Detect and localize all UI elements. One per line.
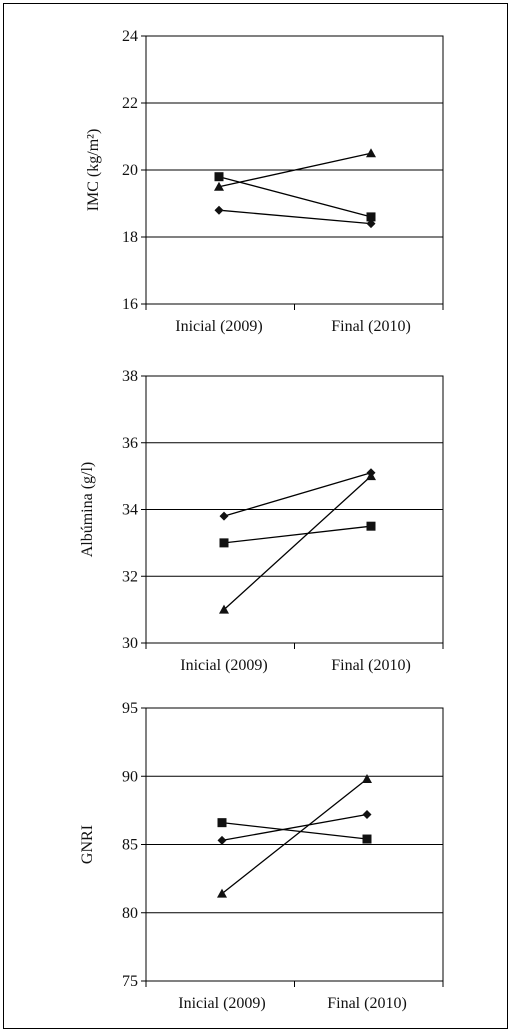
series-line-square bbox=[221, 822, 368, 840]
data-point-triangle bbox=[214, 181, 224, 191]
data-point-triangle bbox=[366, 471, 376, 481]
y-tick-label: 36 bbox=[122, 435, 138, 452]
x-tick-label: Final (2010) bbox=[327, 995, 407, 1012]
series-line-triangle bbox=[223, 475, 372, 611]
x-tick-label: Inicial (2009) bbox=[175, 318, 263, 335]
y-axis-label: IMC (kg/m²) bbox=[85, 129, 102, 212]
data-point-square bbox=[217, 818, 227, 828]
y-tick-label: 16 bbox=[122, 296, 138, 313]
data-point-diamond bbox=[219, 511, 229, 521]
series-line-square bbox=[223, 525, 372, 544]
chart-imc: 16 18 20 22 24 Inicial (2009) Final (2010) IMC … bbox=[85, 28, 444, 335]
series-line-square bbox=[218, 176, 372, 218]
y-tick-label: 30 bbox=[122, 635, 138, 652]
y-axis-label: Albúmina (g/l) bbox=[79, 462, 96, 558]
figure-frame bbox=[3, 3, 508, 1029]
x-tick-label: Final (2010) bbox=[331, 657, 411, 674]
chart-gnri: 75 80 85 90 95 Inicial (2009) Final (2010) GNRI bbox=[79, 700, 444, 1012]
y-tick-label: 32 bbox=[122, 568, 138, 585]
series-line-diamond bbox=[221, 813, 368, 842]
x-tick-label: Inicial (2009) bbox=[180, 657, 268, 674]
data-point-triangle bbox=[217, 888, 227, 898]
data-point-triangle bbox=[362, 773, 372, 783]
data-point-square bbox=[214, 172, 224, 182]
x-tick-label: Inicial (2009) bbox=[178, 995, 266, 1012]
y-tick-label: 20 bbox=[122, 162, 138, 179]
data-point-square bbox=[219, 538, 229, 548]
y-tick-label: 24 bbox=[122, 28, 138, 45]
data-point-triangle bbox=[219, 604, 229, 614]
y-tick-label: 22 bbox=[122, 95, 138, 112]
y-tick-label: 18 bbox=[122, 229, 138, 246]
y-tick-label: 80 bbox=[122, 905, 138, 922]
data-point-square bbox=[366, 212, 376, 222]
y-axis-label: GNRI bbox=[79, 825, 96, 864]
data-point-square bbox=[362, 834, 372, 844]
y-tick-label: 90 bbox=[122, 768, 138, 785]
data-point-square bbox=[366, 521, 376, 531]
y-tick-label: 34 bbox=[122, 502, 138, 519]
series-line-triangle bbox=[218, 152, 372, 188]
data-point-diamond bbox=[362, 809, 372, 819]
data-point-triangle bbox=[366, 148, 376, 158]
y-tick-label: 75 bbox=[122, 973, 138, 990]
data-point-diamond bbox=[217, 835, 227, 845]
x-tick-label: Final (2010) bbox=[331, 318, 411, 335]
y-tick-label: 38 bbox=[122, 368, 138, 385]
series-line-triangle bbox=[221, 778, 368, 895]
y-tick-label: 95 bbox=[122, 700, 138, 717]
y-tick-label: 85 bbox=[122, 837, 138, 854]
chart-albumina: 30 32 34 36 38 Inicial (2009) Final (2010) Albú… bbox=[79, 368, 444, 674]
data-point-diamond bbox=[214, 205, 224, 215]
series-line-diamond bbox=[218, 209, 372, 225]
series-line-diamond bbox=[223, 472, 372, 517]
